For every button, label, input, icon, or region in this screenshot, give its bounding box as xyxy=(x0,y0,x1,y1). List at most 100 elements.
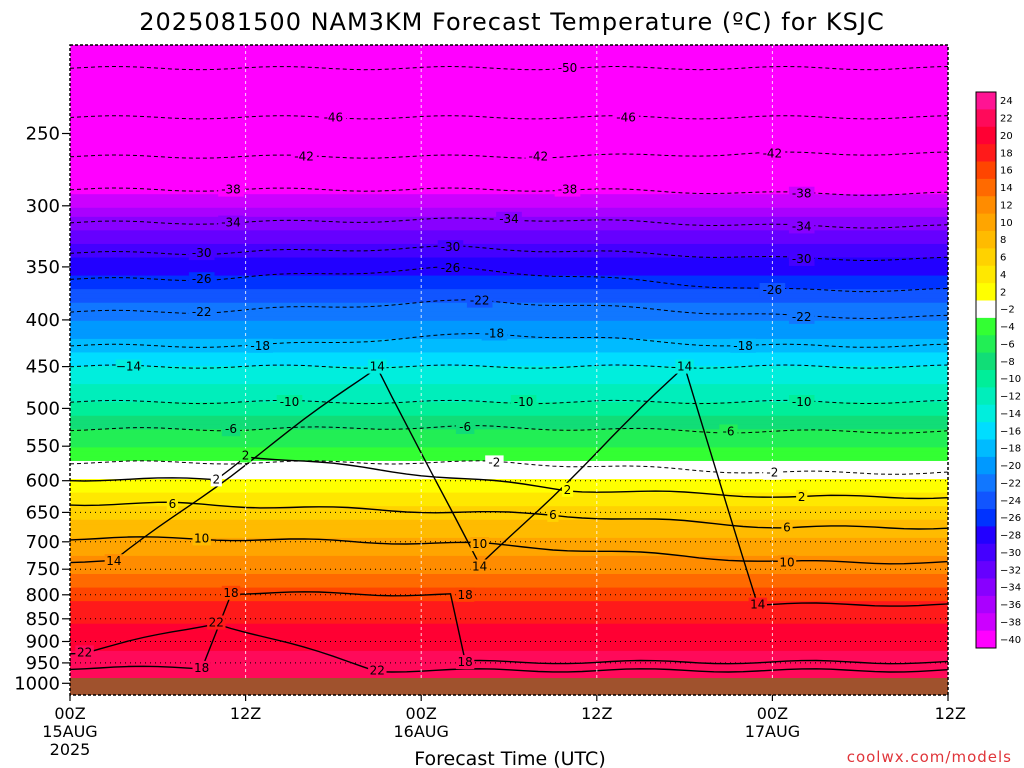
contour-label: -46 xyxy=(324,110,344,124)
contour-labels: -50 -46 -46 -42 -42 -42 -38 -38 -38 -34 -34 -34 -30 -… xyxy=(75,61,815,678)
temperature-band xyxy=(70,103,948,109)
colorbar-swatch xyxy=(976,578,996,597)
temperature-band xyxy=(70,537,948,543)
contour-label: -34 xyxy=(499,212,519,226)
contour-label: 22 xyxy=(370,663,385,677)
temperature-band xyxy=(70,641,948,647)
colorbar-label: 2 xyxy=(1000,287,1006,298)
contour-label: 18 xyxy=(457,655,472,669)
contour-label-bg xyxy=(470,537,489,552)
contour-label: 6 xyxy=(549,508,557,522)
contour-label: 6 xyxy=(783,520,791,534)
contour-label: -30 xyxy=(441,240,461,254)
temperature-band xyxy=(70,555,948,562)
contour-label-bg xyxy=(675,359,694,374)
temperature-band xyxy=(70,474,948,480)
temperature-band xyxy=(70,420,948,426)
temperature-band xyxy=(70,284,948,290)
colorbar-swatch xyxy=(976,161,996,180)
y-tick-label: 700 xyxy=(26,532,60,553)
temperature-band xyxy=(70,668,948,675)
contour-label-bg xyxy=(525,149,552,164)
temperature-band xyxy=(70,112,948,118)
contour-label-bg xyxy=(320,110,347,125)
temperature-band xyxy=(70,583,948,589)
temperature-band xyxy=(70,673,948,679)
temperature-band xyxy=(70,438,948,444)
colorbar-swatch xyxy=(976,613,996,632)
temperature-band xyxy=(70,515,948,521)
temperature-band xyxy=(70,501,948,507)
contour-label-bg xyxy=(466,293,493,308)
temperature-band xyxy=(70,248,948,254)
colorbar-swatch xyxy=(976,526,996,545)
colorbar-swatch xyxy=(976,300,996,319)
temperature-band xyxy=(70,646,948,652)
chart-title: 2025081500 NAM3KM Forecast Temperature (… xyxy=(139,8,884,36)
temperature-band xyxy=(70,406,948,412)
temperature-band xyxy=(70,347,948,354)
contour-label-bg xyxy=(547,507,559,522)
contour-label-bg xyxy=(192,660,211,675)
contour-label-bg xyxy=(759,146,786,161)
temperature-band xyxy=(70,198,948,204)
temperature-band xyxy=(70,393,948,399)
temperature-band xyxy=(70,370,948,376)
y-axis: 2503003504004505005506006507007508008509… xyxy=(14,124,70,694)
temperature-band xyxy=(70,108,948,114)
temperature-band xyxy=(70,280,948,286)
colorbar-label: −40 xyxy=(1000,635,1021,646)
x-tick-date: 17AUG xyxy=(745,722,800,741)
temperature-band xyxy=(70,397,948,403)
temperature-band xyxy=(70,85,948,91)
contour-label: -18 xyxy=(733,339,753,353)
contour-label: -6 xyxy=(459,420,471,434)
colorbar-swatch xyxy=(976,370,996,388)
temperature-band xyxy=(70,533,948,539)
contour-label-bg xyxy=(207,615,226,630)
temperature-band xyxy=(70,551,948,557)
contour-label: -26 xyxy=(441,261,461,275)
temperature-band xyxy=(70,356,948,363)
contour-label: -42 xyxy=(528,150,548,164)
colorbar-label: −28 xyxy=(1000,531,1021,542)
contour-label: 10 xyxy=(779,555,794,569)
temperature-band xyxy=(70,189,948,195)
colorbar-label: −18 xyxy=(1000,444,1021,455)
temperature-band xyxy=(70,194,948,200)
temperature-band xyxy=(70,528,948,534)
contour-label-bg xyxy=(781,520,793,535)
contour-label-bg xyxy=(510,395,537,409)
contour-label: 18 xyxy=(194,661,209,675)
temperature-band xyxy=(70,176,948,182)
contour-label-bg xyxy=(613,110,639,125)
contour-label: 2 xyxy=(798,490,806,504)
y-tick-label: 300 xyxy=(26,196,60,217)
contour-label: 2 xyxy=(212,472,220,486)
temperature-band xyxy=(70,519,948,525)
temperature-band xyxy=(70,605,948,611)
y-tick-label: 450 xyxy=(26,357,60,378)
colorbar-label: −2 xyxy=(1000,305,1015,316)
colorbar-label: −24 xyxy=(1000,496,1021,507)
temperature-band xyxy=(70,275,948,281)
contour-line xyxy=(69,536,949,565)
credit-text: coolwx.com/models xyxy=(847,748,1012,766)
contour-label-bg xyxy=(247,338,273,353)
colorbar-swatch xyxy=(976,196,996,215)
temperature-band xyxy=(70,623,948,629)
temperature-band xyxy=(70,506,948,512)
contour-label-bg xyxy=(554,182,581,197)
temperature-band xyxy=(70,225,948,231)
colorbar-swatch xyxy=(976,317,996,336)
temperature-band xyxy=(70,266,948,272)
colorbar-swatch xyxy=(976,561,996,579)
temperature-band xyxy=(70,659,948,666)
temperature-band xyxy=(70,117,948,123)
temperature-band xyxy=(70,429,948,435)
y-tick-label: 550 xyxy=(26,436,60,457)
contour-label: 22 xyxy=(77,645,92,659)
temperature-band xyxy=(70,148,948,155)
